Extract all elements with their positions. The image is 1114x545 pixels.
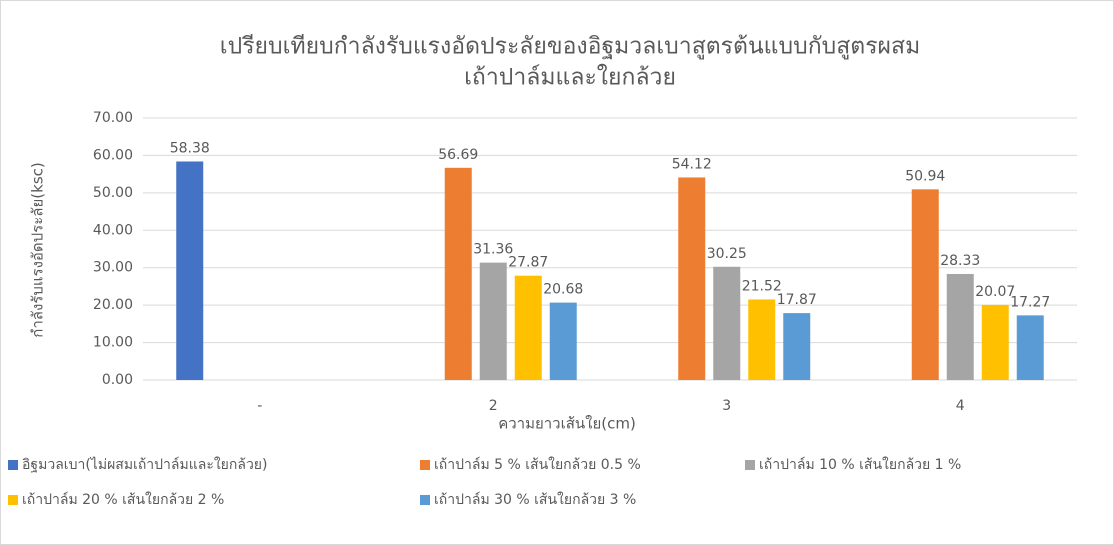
data-label: 28.33	[940, 253, 980, 269]
y-axis-label: กำลังรับแรงอัดประลัย(ksc)	[29, 162, 47, 337]
bar	[445, 168, 472, 380]
bar	[947, 274, 974, 380]
x-tick-label: 2	[489, 398, 498, 414]
bar	[515, 276, 542, 380]
y-tick-label: 60.00	[93, 147, 133, 163]
y-tick-label: 70.00	[93, 110, 133, 126]
data-label: 58.38	[170, 140, 210, 156]
y-tick-label: 0.00	[102, 372, 133, 388]
bar	[678, 177, 705, 380]
x-tick-label: 4	[956, 398, 965, 414]
bar	[912, 189, 939, 380]
legend-swatch	[8, 460, 18, 470]
y-tick-label: 50.00	[93, 185, 133, 201]
bar	[550, 303, 577, 380]
legend-swatch	[745, 460, 755, 470]
legend-label: เถ้าปาล์ม 30 % เส้นใยกล้วย 3 %	[434, 491, 636, 508]
y-tick-label: 40.00	[93, 222, 133, 238]
legend-label: เถ้าปาล์ม 10 % เส้นใยกล้วย 1 %	[759, 456, 961, 473]
data-label: 17.87	[777, 292, 817, 308]
legend-swatch	[420, 460, 430, 470]
legend-label: เถ้าปาล์ม 5 % เส้นใยกล้วย 0.5 %	[434, 456, 641, 473]
x-tick-label: 3	[722, 398, 731, 414]
legend-label: อิฐมวลเบา(ไม่ผสมเถ้าปาล์มและใยกล้วย)	[22, 456, 267, 473]
data-label: 30.25	[707, 246, 747, 262]
data-label: 27.87	[508, 255, 548, 271]
x-axis-label: ความยาวเส้นใย(cm)	[498, 415, 636, 433]
bar	[713, 267, 740, 380]
chart: เปรียบเทียบกำลังรับแรงอัดประลัยของอิฐมวล…	[0, 0, 1114, 545]
legend-swatch	[420, 495, 430, 505]
x-tick-label: -	[257, 398, 262, 414]
bar	[480, 263, 507, 380]
y-tick-label: 10.00	[93, 335, 133, 351]
data-label: 17.27	[1010, 294, 1050, 310]
bar	[176, 161, 203, 380]
bar	[1017, 315, 1044, 380]
data-label: 20.68	[543, 282, 583, 298]
chart-title: เปรียบเทียบกำลังรับแรงอัดประลัยของอิฐมวล…	[220, 34, 921, 60]
chart-title: เถ้าปาล์มและใยกล้วย	[464, 64, 676, 91]
bar	[748, 299, 775, 380]
y-tick-label: 20.00	[93, 297, 133, 313]
data-label: 54.12	[672, 156, 712, 172]
bar	[982, 305, 1009, 380]
data-label: 56.69	[438, 147, 478, 163]
y-tick-label: 30.00	[93, 260, 133, 276]
bar	[783, 313, 810, 380]
legend-label: เถ้าปาล์ม 20 % เส้นใยกล้วย 2 %	[22, 491, 224, 508]
data-label: 50.94	[905, 168, 945, 184]
legend-swatch	[8, 495, 18, 505]
